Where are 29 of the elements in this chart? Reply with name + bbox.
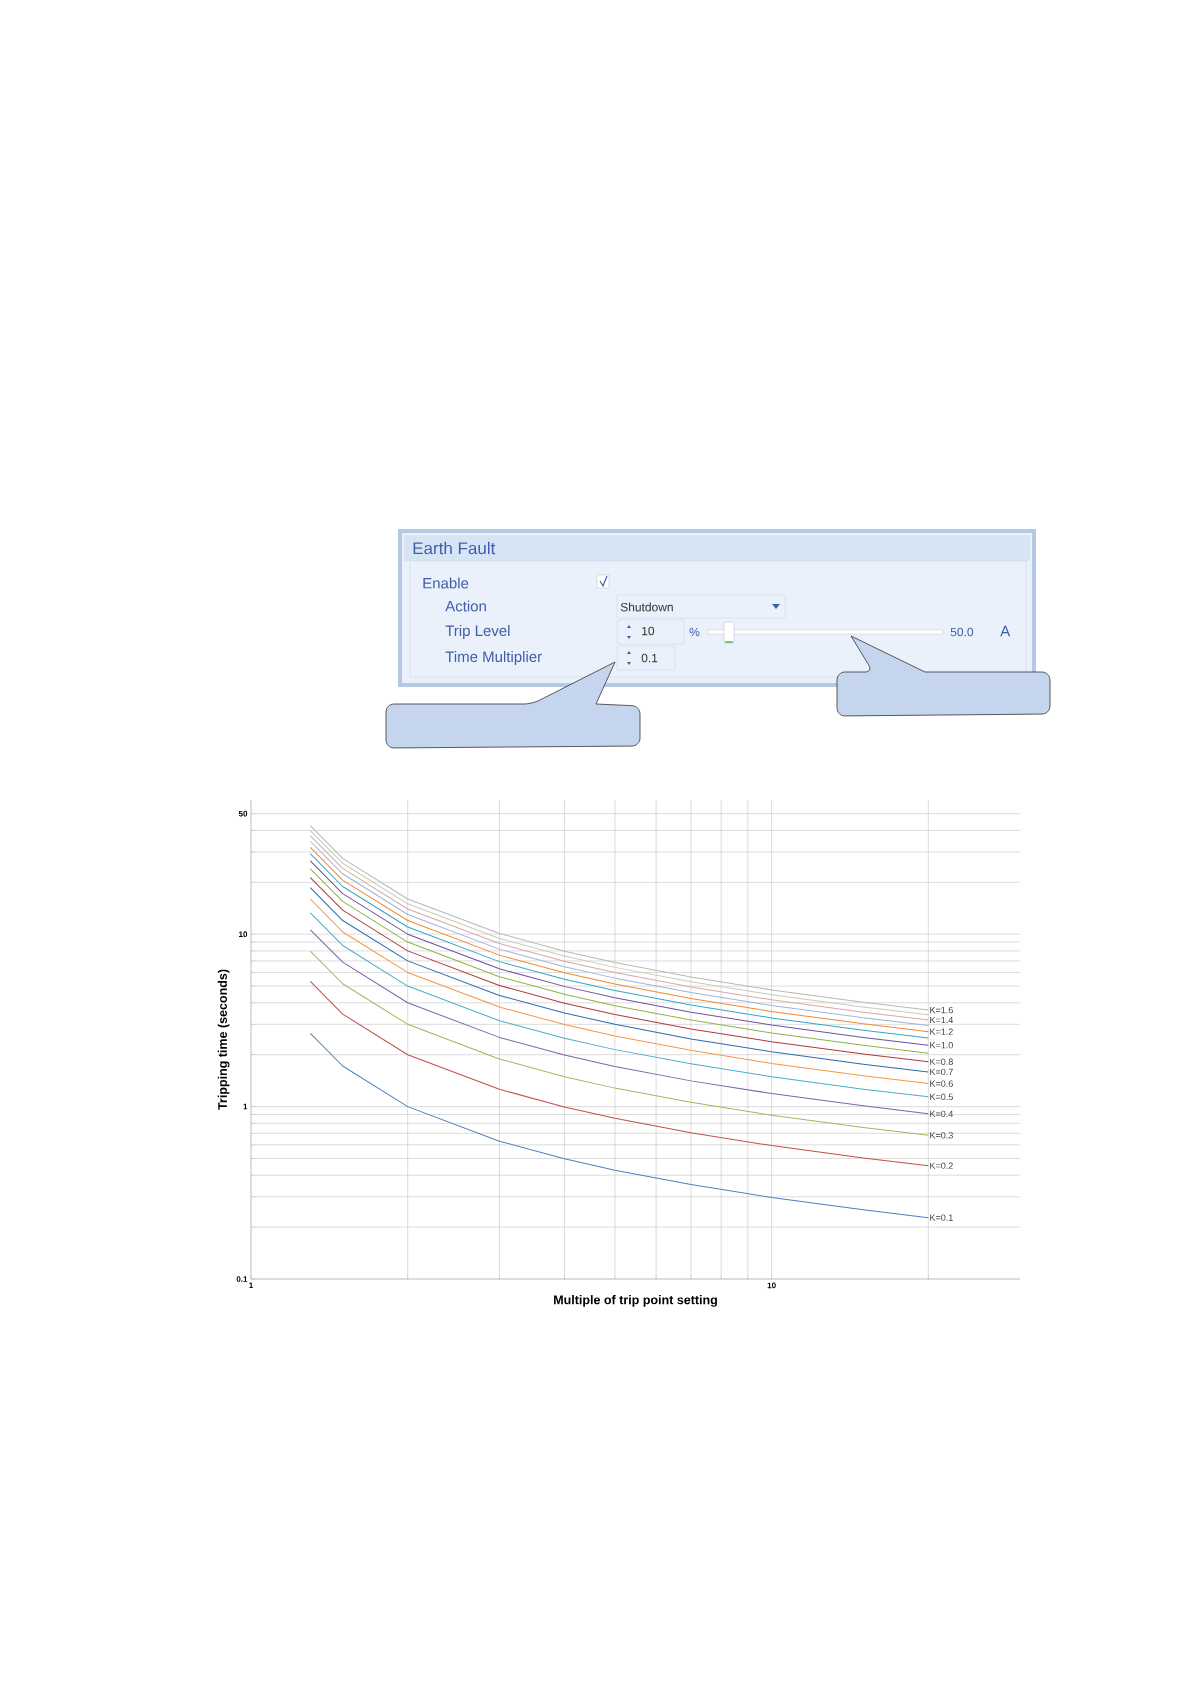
text: 10 xyxy=(642,626,655,636)
series-label: K=0.5 xyxy=(930,1093,953,1100)
text: Action xyxy=(445,600,486,612)
text: Shutdown xyxy=(620,602,673,612)
text: Earth Fault xyxy=(413,541,496,555)
series-label: K=0.3 xyxy=(930,1132,953,1139)
text: A xyxy=(1000,625,1011,637)
series-label: K=0.6 xyxy=(930,1080,953,1087)
series-label: K=1.6 xyxy=(930,1006,953,1014)
series-label: K=1.2 xyxy=(930,1028,953,1035)
text: 50.0 xyxy=(950,627,974,637)
series-label: K=0.2 xyxy=(930,1162,953,1169)
text: Enable xyxy=(423,577,469,589)
text: % xyxy=(689,627,700,637)
series-label: K=1.0 xyxy=(930,1042,953,1049)
y-tick-label: 0.1 xyxy=(236,1276,248,1282)
series-label: K=1.4 xyxy=(930,1016,954,1024)
y-axis-title: Tripping time (seconds) xyxy=(217,969,230,1110)
series-label: K=0.7 xyxy=(930,1068,953,1076)
series-label: K=0.8 xyxy=(930,1058,953,1065)
text: 0.1 xyxy=(641,653,658,663)
y-tick-label: 1 xyxy=(243,1103,248,1110)
series-label: K=0.1 xyxy=(930,1214,953,1221)
y-tick-label: 50 xyxy=(238,810,248,817)
text: Time Multiplier xyxy=(445,651,542,665)
text: Trip Level xyxy=(445,625,510,639)
y-tick-label: 10 xyxy=(239,931,248,938)
x-axis-title: Multiple of trip point setting xyxy=(554,1295,717,1307)
series-label: K=0.4 xyxy=(930,1110,954,1118)
